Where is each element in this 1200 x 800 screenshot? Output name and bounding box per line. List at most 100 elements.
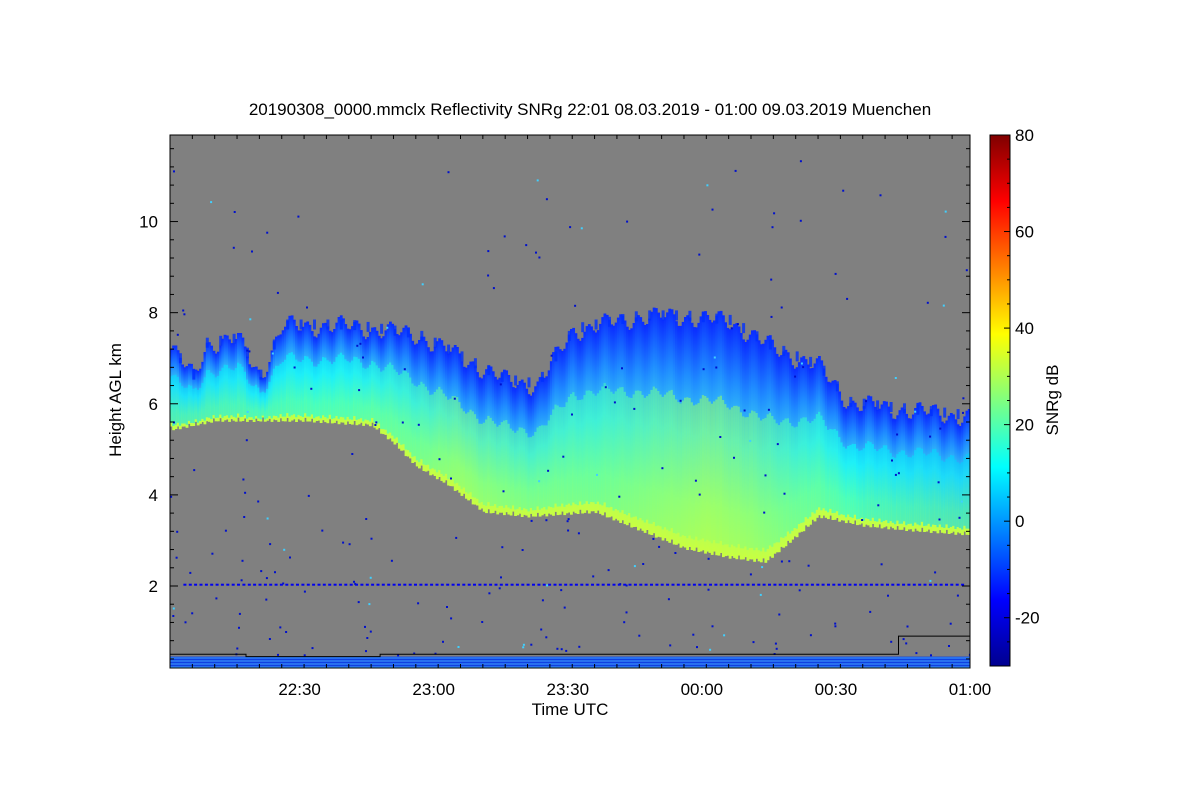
- cloud-core-strip: [520, 427, 524, 511]
- cloud-core-strip: [337, 354, 341, 419]
- noise-layer: [170, 160, 970, 668]
- clutter-dot: [392, 583, 396, 586]
- cloud-fringe: [192, 369, 196, 380]
- clutter-dot: [446, 583, 450, 586]
- cloud-core-strip: [453, 396, 457, 484]
- noise-speckle: [800, 362, 803, 365]
- noise-speckle: [896, 433, 899, 436]
- cloud-core-strip: [865, 443, 868, 519]
- cloud-core-strip: [786, 418, 790, 532]
- noise-speckle: [929, 435, 932, 438]
- cloud-core-strip: [362, 367, 366, 422]
- clutter-dot: [328, 583, 332, 586]
- cloud-core-strip: [462, 411, 466, 488]
- clutter-dot: [800, 583, 804, 586]
- noise-speckle: [193, 469, 196, 472]
- cloud-fringe: [219, 335, 223, 346]
- cloud-core-strip: [940, 460, 944, 528]
- clutter-dot: [349, 583, 353, 586]
- noise-speckle: [633, 407, 636, 410]
- cloud-core-strip: [409, 377, 412, 453]
- noise-speckle: [401, 421, 404, 424]
- cloud-core-strip: [344, 359, 348, 420]
- clutter-dot: [387, 583, 391, 586]
- cloud-core-strip: [525, 433, 529, 510]
- noise-speckle: [447, 171, 450, 174]
- cloud-core-strip: [777, 425, 781, 543]
- x-tick-label: 01:00: [949, 680, 992, 699]
- cloud-fringe: [272, 339, 276, 350]
- plot-area: [169, 134, 971, 669]
- clutter-dot: [414, 583, 417, 586]
- cloud-core-strip: [268, 381, 272, 417]
- cloud-core-strip: [389, 362, 392, 433]
- clutter-dot: [258, 583, 262, 586]
- noise-speckle: [560, 589, 563, 592]
- cloud-core-strip: [511, 430, 515, 506]
- cloud-core-strip: [275, 365, 278, 416]
- clutter-dot: [714, 583, 718, 586]
- clutter-dot: [907, 583, 911, 586]
- cloud-core-strip: [342, 354, 345, 418]
- cloud-core-strip: [873, 449, 877, 522]
- clutter-dot: [633, 583, 637, 586]
- colorbar-ticks: -20 0 20 40 60 80: [1004, 126, 1040, 667]
- noise-speckle: [353, 580, 355, 583]
- cloud-core-strip: [429, 394, 433, 470]
- cloud-core-strip: [384, 367, 388, 430]
- noise-speckle: [386, 326, 389, 329]
- cloud-core-strip: [514, 432, 517, 510]
- noise-speckle: [937, 481, 940, 484]
- cloud-core-strip: [601, 386, 605, 506]
- cloud-core-strip: [203, 377, 207, 421]
- clutter-dot: [242, 583, 246, 586]
- cloud-core-strip: [223, 364, 227, 416]
- clutter-dot: [440, 583, 444, 586]
- cloud-core-strip: [956, 462, 960, 527]
- cloud-core-strip: [963, 456, 967, 526]
- noise-speckle: [246, 410, 249, 413]
- cloud-core-strip: [395, 372, 399, 438]
- cloud-core-strip: [254, 384, 258, 417]
- cloud-core-strip: [415, 386, 419, 461]
- clutter-dot: [725, 583, 729, 586]
- cloud-core-strip: [563, 407, 567, 507]
- cloud-core-strip: [538, 426, 542, 510]
- cloud-core-strip: [391, 365, 395, 436]
- cloud-core-strip: [181, 386, 185, 424]
- noise-speckle: [215, 597, 218, 600]
- cloud-core-strip: [594, 395, 598, 504]
- noise-speckle: [702, 368, 705, 371]
- noise-speckle: [540, 628, 543, 631]
- x-tick-label: 22:30: [278, 680, 321, 699]
- cloud-core-strip: [782, 420, 786, 538]
- noise-speckle: [618, 495, 621, 498]
- cloud-core-strip: [896, 454, 900, 521]
- clutter-dot: [751, 583, 755, 586]
- cloud-core-strip: [496, 426, 500, 508]
- noise-speckle: [321, 529, 324, 532]
- noise-speckle: [887, 594, 889, 597]
- cloud-core-strip: [583, 395, 587, 504]
- cloud-core-strip: [945, 458, 949, 525]
- cloud-core-strip: [574, 396, 578, 505]
- cloud-core-strip: [730, 407, 734, 545]
- cloud-core-strip: [263, 392, 267, 420]
- clutter-dot: [489, 583, 493, 586]
- cloud-core-strip: [715, 399, 719, 544]
- clutter-dot: [365, 583, 369, 586]
- cloud-core-strip: [585, 390, 589, 502]
- cloud-fringe: [715, 313, 719, 324]
- cloud-core-strip: [288, 352, 292, 417]
- cloud-core-strip: [771, 416, 774, 547]
- cloud-core-strip: [333, 361, 336, 419]
- noise-speckle: [711, 208, 714, 211]
- plot-frame: [169, 134, 971, 669]
- clutter-dot: [451, 583, 455, 586]
- clutter-dot: [827, 583, 830, 586]
- noise-speckle: [778, 613, 781, 616]
- cloud-core-strip: [248, 383, 252, 418]
- cloud-core-strip: [543, 425, 547, 507]
- cloud-core-strip: [386, 364, 390, 434]
- noise-speckle: [692, 633, 695, 636]
